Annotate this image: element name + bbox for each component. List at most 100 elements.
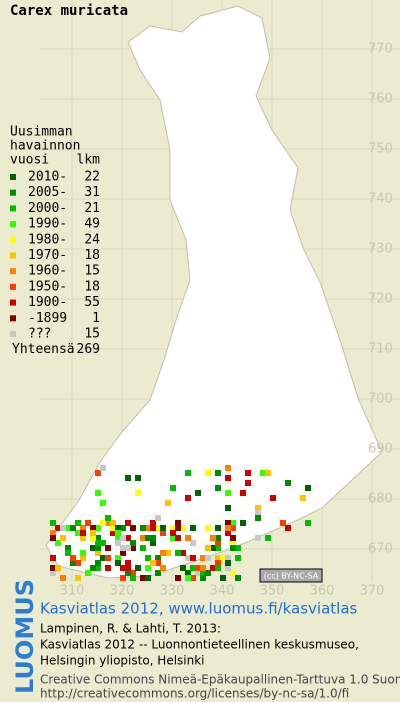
occurrence-dot: [155, 555, 161, 561]
legend-count: 21: [84, 201, 100, 216]
occurrence-dot: [70, 560, 76, 566]
legend-header: Uusimman: [10, 125, 73, 140]
y-tick-label: 670: [368, 542, 393, 557]
occurrence-dot: [255, 535, 261, 541]
occurrence-dot: [260, 470, 266, 476]
occurrence-dot: [230, 545, 236, 551]
occurrence-dot: [125, 520, 131, 526]
occurrence-dot: [80, 550, 86, 556]
occurrence-dot: [160, 530, 166, 536]
grid-labels: 670 680 690 700 710 720 730 740 750 760 770 310 320 3…: [60, 42, 393, 599]
occurrence-dot: [105, 565, 111, 571]
occurrence-dot: [180, 565, 186, 571]
occurrence-dot: [190, 575, 196, 581]
occurrence-dot: [90, 545, 96, 551]
y-tick-label: 760: [368, 92, 393, 107]
occurrence-dot: [215, 535, 221, 541]
occurrence-dot: [145, 525, 151, 531]
legend-swatch: [10, 252, 16, 259]
occurrence-dot: [105, 520, 111, 526]
occurrence-dot: [190, 565, 196, 571]
occurrence-dot: [225, 505, 231, 511]
occurrence-dot: [95, 540, 101, 546]
occurrence-dot: [140, 525, 146, 531]
occurrence-dot: [70, 555, 76, 561]
occurrence-dot: [210, 545, 216, 551]
occurrence-dot: [95, 565, 101, 571]
occurrence-dot: [120, 550, 126, 556]
occurrence-dot: [145, 555, 151, 561]
occurrence-dot: [225, 530, 231, 536]
legend-swatch: [10, 221, 16, 228]
occurrence-dot: [200, 555, 206, 561]
occurrence-dot: [105, 545, 111, 551]
occurrence-dot: [130, 575, 136, 581]
occurrence-dot: [215, 485, 221, 491]
occurrence-dot: [155, 525, 161, 531]
occurrence-dot: [170, 530, 176, 536]
logo: LUOMUS: [11, 579, 39, 694]
occurrence-dot: [50, 565, 56, 571]
occurrence-dot: [95, 550, 101, 556]
occurrence-dot: [175, 550, 181, 556]
occurrence-dot: [160, 525, 166, 531]
occurrence-dot: [165, 550, 171, 556]
link[interactable]: Kasviatlas 2012, www.luomus.fi/kasviatla…: [40, 600, 358, 618]
occurrence-dot: [80, 525, 86, 531]
occurrence-dot: [240, 520, 246, 526]
x-tick-label: 370: [360, 584, 385, 599]
occurrence-dot: [115, 525, 121, 531]
license[interactable]: http://creativecommons.org/licenses/by-n…: [40, 687, 349, 701]
occurrence-dot: [125, 545, 131, 551]
occurrence-dot: [170, 535, 176, 541]
occurrence-dot: [230, 570, 236, 576]
y-tick-label: 710: [368, 342, 393, 357]
occurrence-dot: [225, 525, 231, 531]
occurrence-dot: [220, 555, 226, 561]
occurrence-dot: [160, 550, 166, 556]
legend-label: 1980-: [28, 232, 67, 247]
legend-label: 2005-: [28, 185, 67, 200]
occurrence-dot: [305, 485, 311, 491]
occurrence-dot: [245, 480, 251, 486]
x-tick-label: 340: [210, 584, 235, 599]
occurrence-dot: [215, 540, 221, 546]
y-tick-label: 730: [368, 242, 393, 257]
occurrence-dot: [135, 565, 141, 571]
occurrence-dot: [150, 535, 156, 541]
occurrence-dot: [110, 530, 116, 536]
occurrence-dot: [255, 510, 261, 516]
legend-label: -1899: [28, 311, 67, 326]
x-tick-label: 350: [260, 584, 285, 599]
occurrence-dot: [165, 500, 171, 506]
occurrence-dot: [95, 535, 101, 541]
occurrence-dot: [175, 525, 181, 531]
occurrence-dot: [125, 560, 131, 566]
occurrence-dot: [150, 525, 156, 531]
occurrence-dot: [50, 555, 56, 561]
occurrence-dot: [225, 555, 231, 561]
occurrence-dot: [55, 565, 61, 571]
occurrence-dot: [265, 470, 271, 476]
occurrence-dot: [60, 575, 66, 581]
occurrence-dot: [100, 500, 106, 506]
occurrence-dot: [100, 520, 106, 526]
occurrence-dot: [215, 565, 221, 571]
occurrence-dot: [215, 555, 221, 561]
occurrence-dot: [240, 490, 246, 496]
occurrence-dot: [155, 560, 161, 566]
occurrence-dot: [75, 530, 81, 536]
occurrence-dot: [120, 525, 126, 531]
license-badge: (cc) BY-NC-SA: [259, 568, 323, 583]
legend-label: 2010-: [28, 170, 67, 185]
occurrence-dot: [105, 515, 111, 521]
occurrence-dot: [115, 540, 121, 546]
occurrence-dot: [145, 565, 151, 571]
occurrence-dot: [195, 565, 201, 571]
occurrence-dot: [205, 555, 211, 561]
legend-swatch: [10, 299, 16, 306]
occurrence-dot: [55, 525, 61, 531]
y-tick-label: 680: [368, 492, 393, 507]
occurrence-dot: [80, 530, 86, 536]
legend-swatch: [10, 174, 16, 180]
